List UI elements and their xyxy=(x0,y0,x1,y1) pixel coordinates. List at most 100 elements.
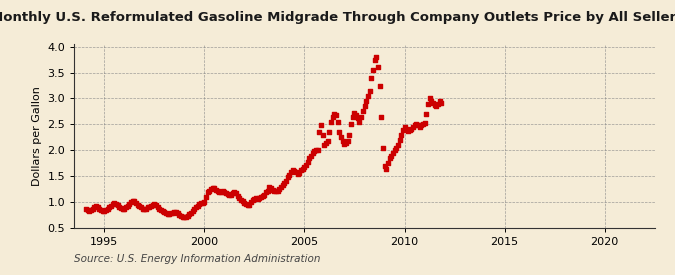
Point xyxy=(349,111,360,115)
Point xyxy=(327,114,338,119)
Point xyxy=(266,186,277,190)
Point xyxy=(366,76,377,80)
Point xyxy=(132,203,143,207)
Point xyxy=(344,133,355,137)
Point xyxy=(244,203,254,208)
Point xyxy=(199,200,210,205)
Point xyxy=(196,201,207,205)
Text: Monthly U.S. Reformulated Gasoline Midgrade Through Company Outlets Price by All: Monthly U.S. Reformulated Gasoline Midgr… xyxy=(0,11,675,24)
Point xyxy=(416,123,427,128)
Point xyxy=(147,203,158,207)
Point xyxy=(130,201,141,205)
Point xyxy=(200,195,211,199)
Point xyxy=(241,202,252,207)
Point xyxy=(96,208,107,212)
Point xyxy=(348,114,358,119)
Point xyxy=(217,189,228,194)
Point xyxy=(104,205,115,209)
Point xyxy=(306,153,317,158)
Point xyxy=(373,65,383,70)
Point xyxy=(360,99,371,103)
Point xyxy=(275,185,286,189)
Point xyxy=(225,192,236,197)
Point xyxy=(316,123,327,128)
Point xyxy=(140,206,151,211)
Point xyxy=(404,127,415,132)
Y-axis label: Dollars per Gallon: Dollars per Gallon xyxy=(32,86,42,186)
Point xyxy=(189,206,200,211)
Point xyxy=(194,202,205,207)
Point xyxy=(250,196,261,200)
Point xyxy=(319,143,330,147)
Point xyxy=(434,99,445,103)
Point xyxy=(202,190,213,194)
Point xyxy=(389,148,400,153)
Point xyxy=(436,100,447,105)
Point xyxy=(379,164,390,168)
Point xyxy=(354,120,365,124)
Point xyxy=(246,200,256,205)
Point xyxy=(411,122,422,127)
Point xyxy=(418,122,429,127)
Point xyxy=(89,205,100,209)
Point xyxy=(149,202,160,207)
Point xyxy=(288,168,298,172)
Point xyxy=(381,166,392,171)
Point xyxy=(155,207,166,212)
Point xyxy=(314,130,325,134)
Point xyxy=(302,160,313,164)
Point xyxy=(157,208,168,213)
Point xyxy=(99,209,109,213)
Point xyxy=(339,142,350,146)
Point xyxy=(239,201,250,205)
Point xyxy=(178,214,188,219)
Point xyxy=(119,206,130,211)
Point xyxy=(232,193,243,198)
Point xyxy=(126,200,136,204)
Point xyxy=(369,57,380,62)
Point xyxy=(300,163,311,167)
Point xyxy=(341,141,352,145)
Point xyxy=(383,161,394,166)
Point xyxy=(408,125,418,129)
Point xyxy=(317,133,328,137)
Point xyxy=(109,201,119,205)
Point xyxy=(334,130,345,134)
Point xyxy=(146,204,157,208)
Point xyxy=(90,204,101,208)
Point xyxy=(159,210,169,214)
Point xyxy=(80,207,91,211)
Point xyxy=(174,213,185,217)
Point xyxy=(335,135,346,140)
Point xyxy=(384,156,395,160)
Point xyxy=(396,133,406,137)
Point xyxy=(263,189,273,193)
Point xyxy=(362,94,373,98)
Point xyxy=(307,151,318,155)
Point xyxy=(214,190,225,194)
Point xyxy=(207,186,218,190)
Point xyxy=(359,104,370,108)
Point xyxy=(259,192,270,197)
Point xyxy=(398,127,408,132)
Point xyxy=(261,190,271,194)
Point xyxy=(292,172,303,176)
Point xyxy=(371,55,381,59)
Point xyxy=(271,189,281,194)
Point xyxy=(351,113,362,117)
Point xyxy=(352,116,363,120)
Point xyxy=(97,208,108,213)
Point xyxy=(257,194,268,198)
Point xyxy=(86,207,97,212)
Point xyxy=(222,192,233,196)
Point xyxy=(367,68,378,72)
Point xyxy=(117,207,128,211)
Point xyxy=(374,83,385,88)
Point xyxy=(394,138,405,142)
Point xyxy=(386,153,397,158)
Point xyxy=(304,156,315,160)
Point xyxy=(291,170,302,174)
Point xyxy=(249,196,260,201)
Point xyxy=(209,186,220,191)
Point xyxy=(129,199,140,204)
